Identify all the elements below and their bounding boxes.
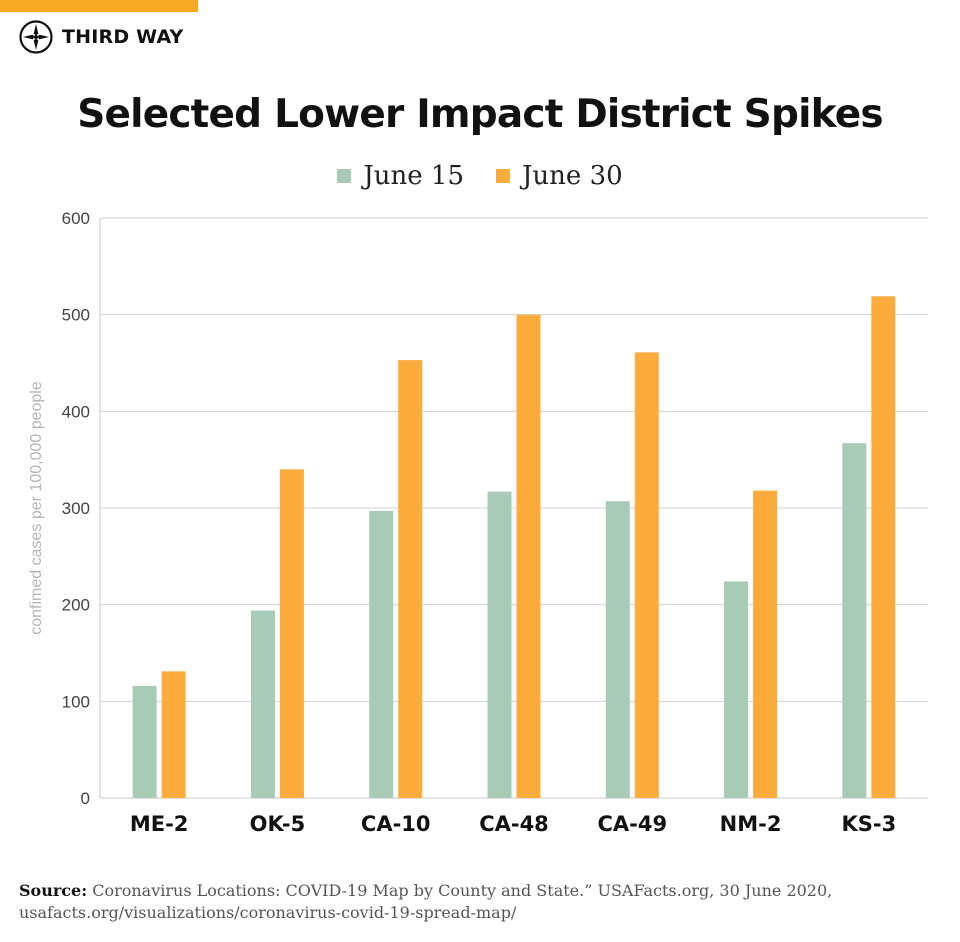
y-tick-label: 600 bbox=[62, 209, 90, 228]
x-tick-label: CA-49 bbox=[597, 812, 667, 836]
brand-accent-bar bbox=[0, 0, 198, 12]
x-tick-label: CA-10 bbox=[361, 812, 431, 836]
bar-june-30 bbox=[398, 360, 423, 798]
y-tick-label: 500 bbox=[62, 306, 90, 325]
y-tick-label: 300 bbox=[62, 499, 90, 518]
x-tick-label: CA-48 bbox=[479, 812, 549, 836]
bar-june-15 bbox=[605, 501, 630, 798]
x-tick-label: NM-2 bbox=[720, 812, 782, 836]
chart-title: Selected Lower Impact District Spikes bbox=[77, 92, 883, 137]
brand-name: THIRD WAY bbox=[62, 26, 184, 48]
bar-june-30 bbox=[871, 296, 896, 798]
bar-june-30 bbox=[161, 671, 186, 798]
bar-june-15 bbox=[250, 610, 275, 798]
bar-june-15 bbox=[369, 510, 394, 798]
brand-logo[interactable]: THIRD WAY bbox=[19, 20, 184, 54]
bar-june-30 bbox=[634, 352, 659, 798]
bar-june-30 bbox=[516, 314, 541, 798]
chart-legend: June 15 June 30 bbox=[0, 161, 960, 191]
y-tick-label: 0 bbox=[81, 789, 90, 808]
legend-swatch-june-15 bbox=[337, 169, 352, 183]
legend-item-june-30: June 30 bbox=[496, 161, 623, 191]
source-text: Coronavirus Locations: COVID-19 Map by C… bbox=[19, 881, 833, 922]
source-note: Source: Coronavirus Locations: COVID-19 … bbox=[19, 880, 939, 924]
bar-june-30 bbox=[279, 469, 304, 798]
bar-june-15 bbox=[132, 685, 157, 798]
bar-june-15 bbox=[724, 581, 749, 798]
x-tick-label: OK-5 bbox=[250, 812, 306, 836]
bar-june-15 bbox=[842, 443, 867, 798]
legend-label-june-15: June 15 bbox=[363, 161, 464, 191]
bar-chart: 0 100 200 300 400 500 600 confimed cases per 10… bbox=[28, 209, 928, 836]
legend-item-june-15: June 15 bbox=[337, 161, 464, 191]
bar-june-15 bbox=[487, 491, 512, 798]
legend-swatch-june-30 bbox=[496, 169, 510, 183]
y-axis-title: confimed cases per 100,000 people bbox=[28, 381, 45, 635]
source-label: Source: bbox=[19, 881, 88, 900]
y-tick-label: 200 bbox=[62, 596, 90, 615]
y-tick-label: 100 bbox=[62, 692, 90, 711]
compass-icon bbox=[19, 20, 53, 54]
x-tick-label: ME-2 bbox=[130, 812, 189, 836]
x-tick-label: KS-3 bbox=[841, 812, 896, 836]
y-tick-label: 400 bbox=[62, 402, 90, 421]
legend-label-june-30: June 30 bbox=[522, 161, 623, 191]
bar-june-30 bbox=[753, 490, 778, 798]
